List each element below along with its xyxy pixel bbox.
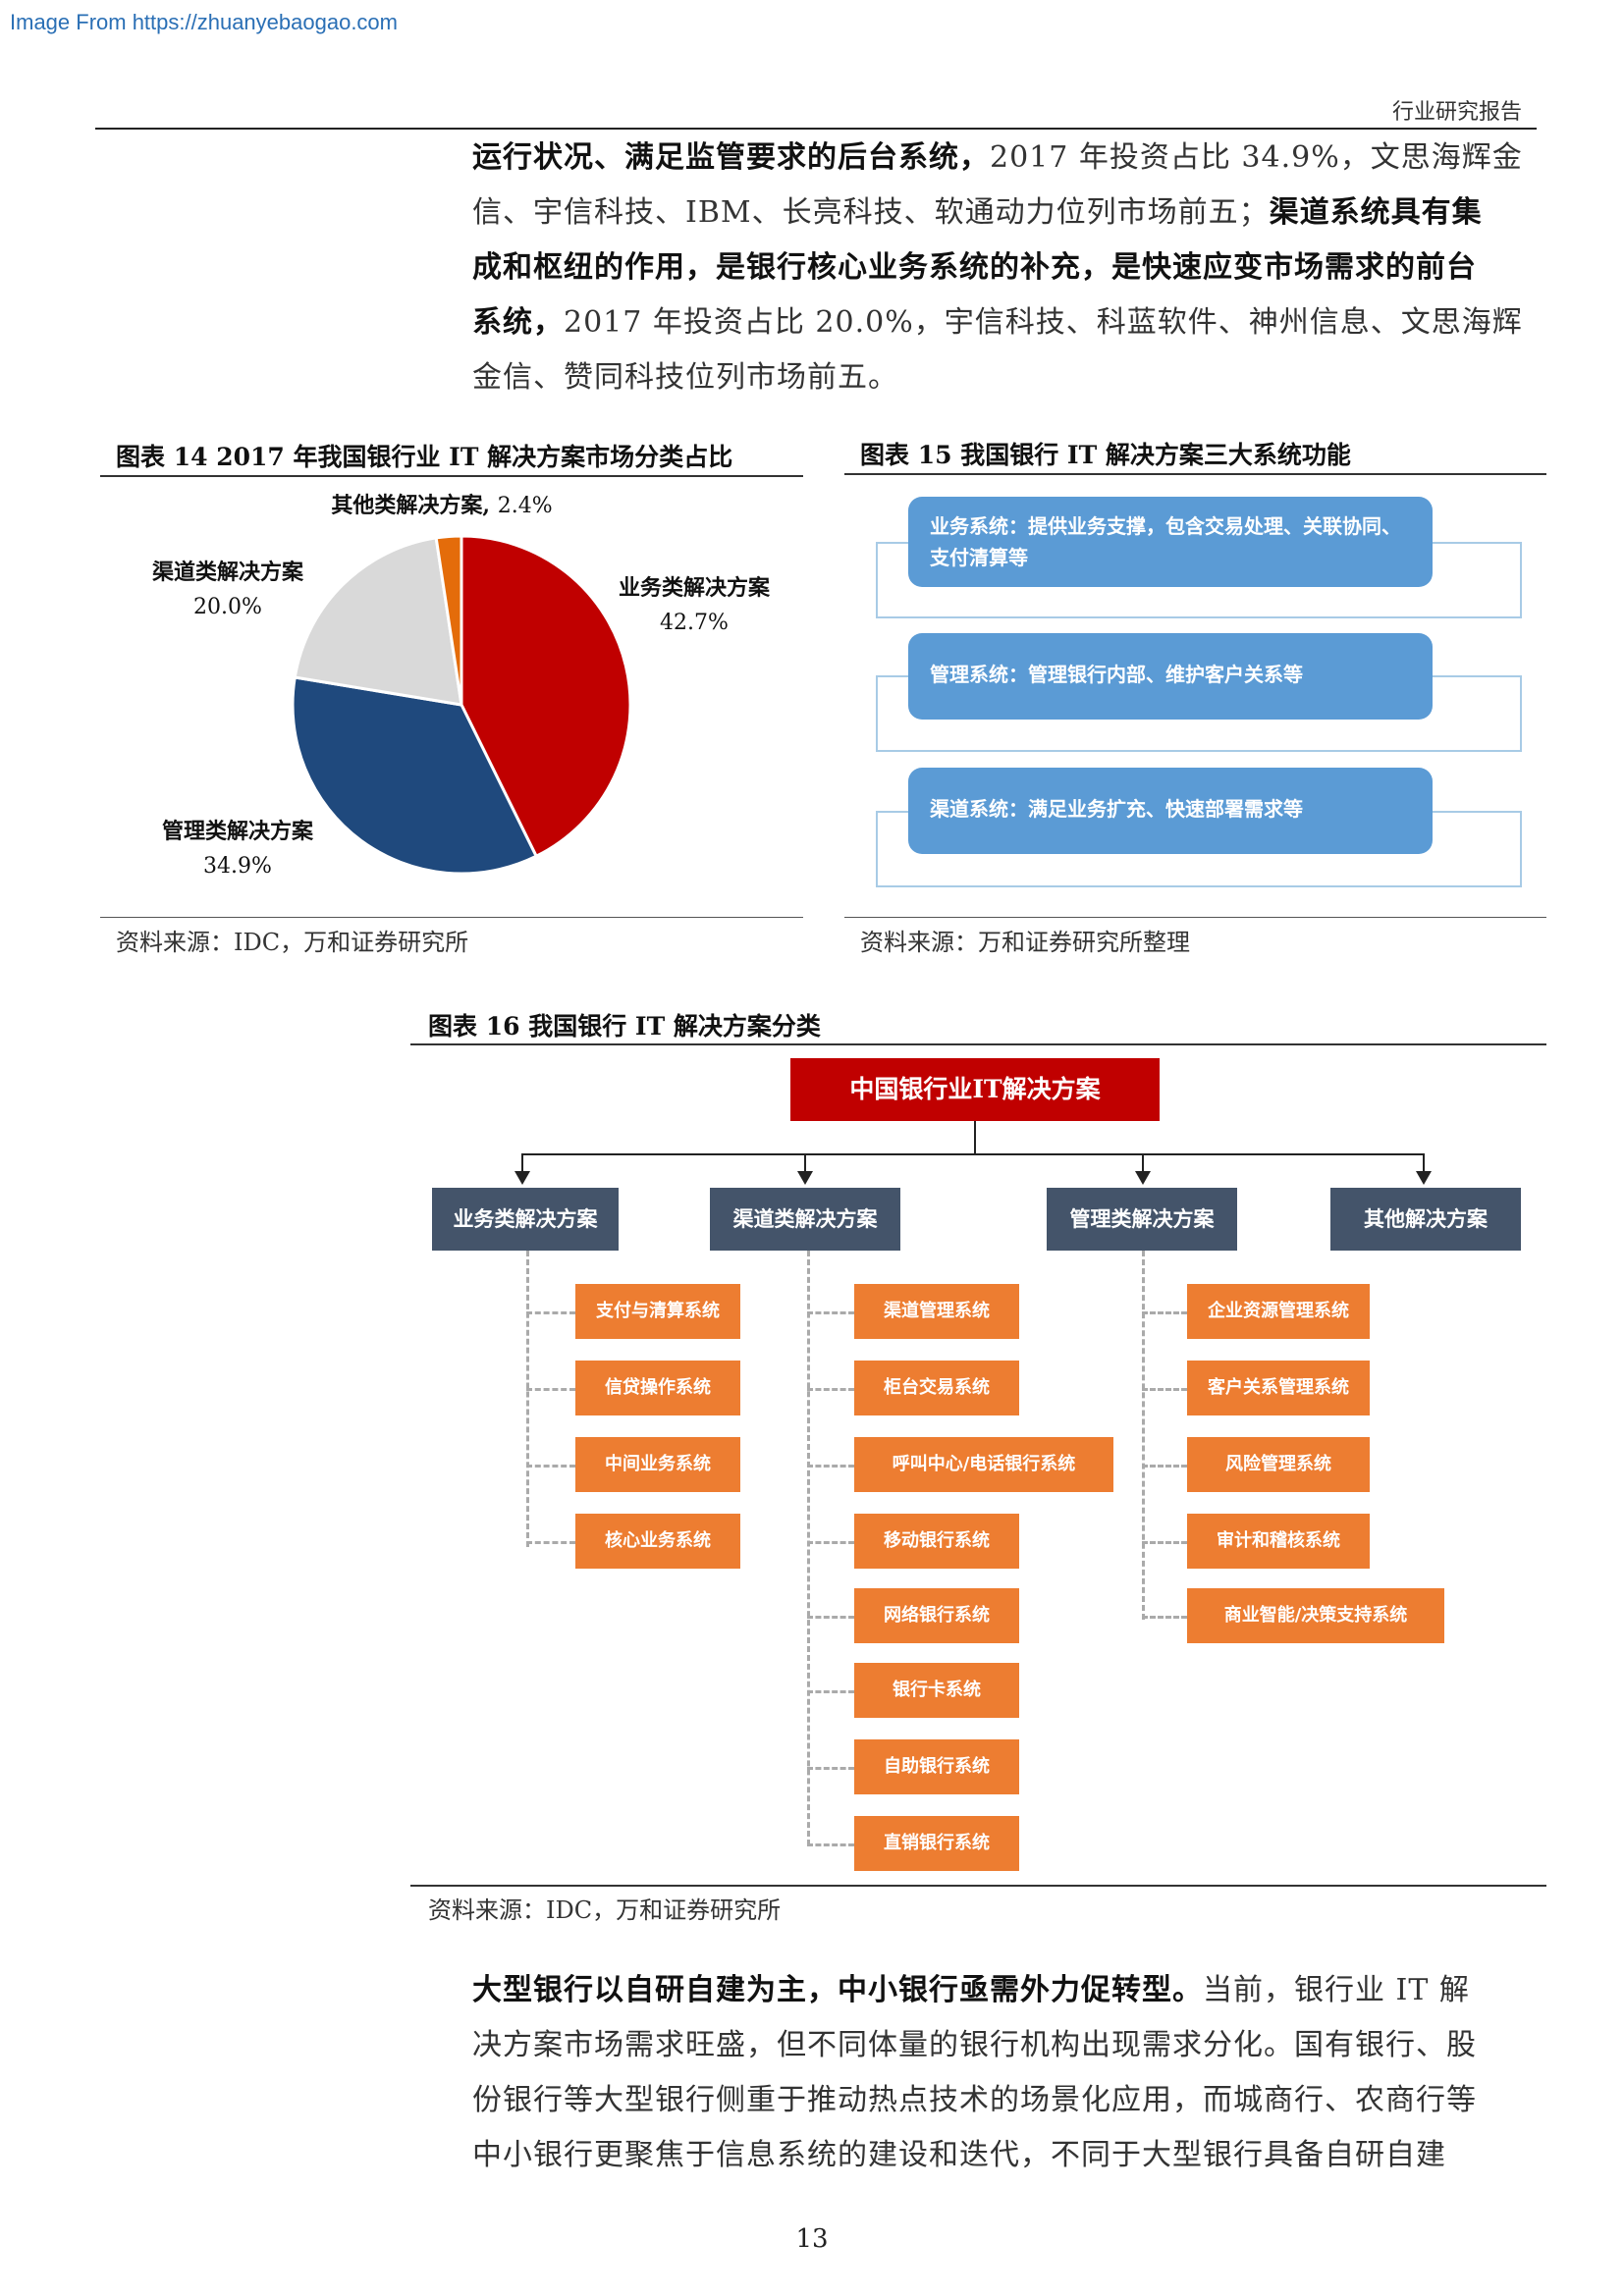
fig14-source: 资料来源：IDC，万和证券研究所 bbox=[116, 929, 469, 956]
arrow-down-icon bbox=[514, 1171, 530, 1185]
para-line: 中小银行更聚焦于信息系统的建设和迭代，不同于大型银行具备自研自建 bbox=[472, 2138, 1446, 2172]
channel-leaf: 自助银行系统 bbox=[854, 1739, 1019, 1794]
channel-leaf: 柜台交易系统 bbox=[854, 1361, 1019, 1415]
dashed-connector bbox=[807, 1843, 854, 1846]
business-dashed-trunk bbox=[526, 1251, 529, 1547]
dashed-connector bbox=[807, 1690, 854, 1693]
fig15-title: 图表 15 我国银行 IT 解决方案三大系统功能 bbox=[860, 441, 1351, 469]
page-number: 13 bbox=[795, 2224, 829, 2254]
dashed-connector bbox=[807, 1541, 854, 1544]
org-horizontal-connector bbox=[521, 1153, 1423, 1155]
org-drop-line bbox=[1423, 1153, 1425, 1173]
para-line: 运行状况、满足监管要求的后台系统，2017 年投资占比 34.9%，文思海辉金 bbox=[472, 140, 1523, 175]
management-leaf: 企业资源管理系统 bbox=[1187, 1284, 1370, 1339]
paragraph-bottom: 大型银行以自研自建为主，中小银行亟需外力促转型。当前，银行业 IT 解 决方案市… bbox=[472, 1963, 1544, 2183]
fig14-top-rule bbox=[100, 475, 803, 477]
pie-label-management: 管理类解决方案 34.9% bbox=[161, 819, 313, 879]
dashed-connector bbox=[526, 1388, 575, 1391]
fig14-bottom-rule bbox=[100, 917, 803, 918]
pie-label-channel: 渠道类解决方案 20.0% bbox=[151, 560, 303, 619]
dashed-connector bbox=[807, 1465, 854, 1468]
channel-leaf: 网络银行系统 bbox=[854, 1588, 1019, 1643]
fig16-source: 资料来源：IDC，万和证券研究所 bbox=[428, 1896, 782, 1924]
org-drop-line bbox=[1142, 1153, 1144, 1173]
fig15-top-rule bbox=[844, 473, 1546, 475]
category-channel: 渠道类解决方案 bbox=[710, 1188, 900, 1251]
fig14-title: 图表 14 2017 年我国银行业 IT 解决方案市场分类占比 bbox=[116, 443, 733, 471]
dashed-connector bbox=[807, 1311, 854, 1314]
pie-chart bbox=[291, 534, 632, 876]
para-line: 决方案市场需求旺盛，但不同体量的银行机构出现需求分化。国有银行、股 bbox=[472, 2028, 1477, 2062]
management-leaf: 审计和稽核系统 bbox=[1187, 1514, 1370, 1569]
dashed-connector bbox=[526, 1311, 575, 1314]
pie-slice-channel bbox=[293, 536, 463, 707]
paragraph-top: 运行状况、满足监管要求的后台系统，2017 年投资占比 34.9%，文思海辉金 … bbox=[472, 131, 1544, 405]
fig16-bottom-rule bbox=[410, 1885, 1546, 1887]
business-system-box: 业务系统：提供业务支撑，包含交易处理、关联协同、支付清算等 bbox=[908, 497, 1433, 587]
fig16-top-rule bbox=[410, 1043, 1546, 1045]
header-report-type: 行业研究报告 bbox=[1391, 100, 1522, 125]
dashed-connector bbox=[1142, 1616, 1187, 1619]
dashed-connector bbox=[526, 1465, 575, 1468]
business-leaf: 信贷操作系统 bbox=[575, 1361, 740, 1415]
dashed-connector bbox=[807, 1616, 854, 1619]
management-system-box: 管理系统：管理银行内部、维护客户关系等 bbox=[908, 633, 1433, 720]
dashed-connector bbox=[526, 1541, 575, 1544]
dashed-connector bbox=[1142, 1311, 1187, 1314]
management-leaf: 风险管理系统 bbox=[1187, 1437, 1370, 1492]
arrow-down-icon bbox=[1416, 1171, 1432, 1185]
pie-slice-business bbox=[460, 534, 632, 859]
channel-leaf: 直销银行系统 bbox=[854, 1816, 1019, 1871]
management-leaf: 客户关系管理系统 bbox=[1187, 1361, 1370, 1415]
source-link[interactable]: Image From https://zhuanyebaogao.com bbox=[10, 10, 398, 34]
pie-slice-other bbox=[434, 534, 463, 706]
business-leaf: 支付与清算系统 bbox=[575, 1284, 740, 1339]
para-line: 成和枢纽的作用，是银行核心业务系统的补充，是快速应变市场需求的前台 bbox=[472, 250, 1477, 285]
para-line: 金信、赞同科技位列市场前五。 bbox=[472, 360, 898, 395]
para-line: 份银行等大型银行侧重于推动热点技术的场景化应用，而城商行、农商行等 bbox=[472, 2083, 1477, 2117]
para-line: 大型银行以自研自建为主，中小银行亟需外力促转型。当前，银行业 IT 解 bbox=[472, 1973, 1470, 2007]
channel-dashed-trunk bbox=[807, 1251, 810, 1845]
dashed-connector bbox=[807, 1388, 854, 1391]
dashed-connector bbox=[1142, 1541, 1187, 1544]
dashed-connector bbox=[807, 1767, 854, 1770]
channel-leaf: 渠道管理系统 bbox=[854, 1284, 1019, 1339]
fig15-source: 资料来源：万和证券研究所整理 bbox=[860, 929, 1190, 956]
category-other: 其他解决方案 bbox=[1330, 1188, 1521, 1251]
fig15-bottom-rule bbox=[844, 917, 1546, 918]
para-line: 系统，2017 年投资占比 20.0%，宇信科技、科蓝软件、神州信息、文思海辉 bbox=[472, 305, 1523, 340]
category-management: 管理类解决方案 bbox=[1047, 1188, 1237, 1251]
org-drop-line bbox=[804, 1153, 806, 1173]
pie-label-business: 业务类解决方案 42.7% bbox=[618, 575, 770, 635]
fig16-title: 图表 16 我国银行 IT 解决方案分类 bbox=[428, 1012, 821, 1041]
management-leaf: 商业智能/决策支持系统 bbox=[1187, 1588, 1444, 1643]
channel-leaf: 移动银行系统 bbox=[854, 1514, 1019, 1569]
pie-label-other: 其他类解决方案, 2.4% bbox=[331, 493, 553, 518]
channel-leaf: 呼叫中心/电话银行系统 bbox=[854, 1437, 1113, 1492]
arrow-down-icon bbox=[797, 1171, 813, 1185]
arrow-down-icon bbox=[1135, 1171, 1151, 1185]
business-leaf: 中间业务系统 bbox=[575, 1437, 740, 1492]
management-dashed-trunk bbox=[1142, 1251, 1145, 1620]
para-line: 信、宇信科技、IBM、长亮科技、软通动力位列市场前五；渠道系统具有集 bbox=[472, 195, 1483, 230]
dashed-connector bbox=[1142, 1465, 1187, 1468]
dashed-connector bbox=[1142, 1388, 1187, 1391]
category-business: 业务类解决方案 bbox=[432, 1188, 619, 1251]
channel-leaf: 银行卡系统 bbox=[854, 1663, 1019, 1718]
header-rule bbox=[95, 128, 1537, 130]
channel-system-box: 渠道系统：满足业务扩充、快速部署需求等 bbox=[908, 768, 1433, 854]
business-leaf: 核心业务系统 bbox=[575, 1514, 740, 1569]
org-root-connector bbox=[974, 1121, 976, 1154]
org-root: 中国银行业IT解决方案 bbox=[790, 1058, 1160, 1121]
pie-slice-management bbox=[291, 675, 539, 876]
org-drop-line bbox=[521, 1153, 523, 1173]
